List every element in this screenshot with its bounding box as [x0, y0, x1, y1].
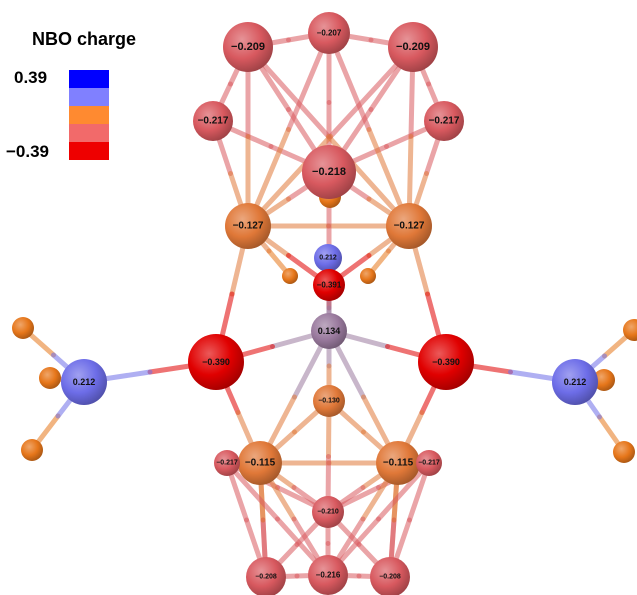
- atom-sphere: [312, 496, 344, 528]
- atom-layer: −0.209 −0.207 −0.209 −0.217 −0.217 −0.218 −0.1…: [12, 12, 637, 595]
- charge-label: 0.212: [73, 377, 96, 387]
- atom-sphere: [376, 441, 420, 485]
- charge-label: −0.390: [432, 357, 460, 367]
- atom-cage-carbon: −0.115: [238, 441, 282, 485]
- legend-min-label: −0.39: [6, 142, 50, 161]
- atom-sphere: [313, 385, 345, 417]
- legend-swatch-3: [69, 106, 109, 124]
- hydrogen-atom: [12, 317, 34, 339]
- atom-oxygen: −0.391: [313, 269, 345, 301]
- charge-label: −0.217: [429, 116, 460, 127]
- hydrogen-atom: [593, 369, 615, 391]
- atom-boron: −0.217: [214, 450, 240, 476]
- charge-label: −0.127: [394, 221, 425, 232]
- atom-metal: 0.134: [311, 313, 347, 349]
- charge-label: −0.127: [233, 221, 264, 232]
- atom-phosphorus: 0.212: [61, 359, 107, 405]
- atom-sphere: [552, 359, 598, 405]
- charge-label: −0.115: [383, 458, 414, 469]
- charge-label: −0.208: [379, 574, 401, 581]
- atom-sphere: [370, 557, 410, 595]
- nbo-charge-legend: NBO charge 0.39 −0.39: [0, 0, 160, 170]
- charge-label: −0.218: [312, 166, 346, 178]
- atom-sphere: [193, 101, 233, 141]
- atom-oxygen: −0.390: [188, 334, 244, 390]
- charge-label: −0.130: [318, 398, 340, 405]
- charge-label: −0.115: [245, 458, 276, 469]
- atom-sphere: [61, 359, 107, 405]
- atom-sphere: [313, 269, 345, 301]
- atom-boron: −0.208: [370, 557, 410, 595]
- atom-sphere: [314, 244, 342, 272]
- charge-label: −0.210: [317, 509, 339, 516]
- atom-sphere: [416, 450, 442, 476]
- atom-sphere: [214, 450, 240, 476]
- charge-label: −0.217: [216, 460, 238, 467]
- atom-sphere: [308, 12, 350, 54]
- atom-boron: −0.217: [424, 101, 464, 141]
- atom-sphere: [225, 203, 271, 249]
- atom-phosphorus: 0.212: [552, 359, 598, 405]
- charge-label: 0.212: [564, 377, 587, 387]
- legend-max-label: 0.39: [14, 68, 48, 87]
- legend-swatch-1: [69, 70, 109, 88]
- atom-boron: −0.216: [308, 555, 348, 595]
- atom-sphere: [311, 313, 347, 349]
- atom-boron: −0.209: [388, 22, 438, 72]
- legend-swatch-2: [69, 88, 109, 106]
- atom-sphere: [238, 441, 282, 485]
- charge-label: −0.217: [198, 116, 229, 127]
- charge-label: −0.391: [317, 281, 342, 290]
- legend-swatch-5: [69, 142, 109, 160]
- legend-swatch-4: [69, 124, 109, 142]
- atom-boron: −0.218: [302, 145, 356, 199]
- atom-phosphorus: 0.212: [314, 244, 342, 272]
- atom-boron: −0.209: [223, 22, 273, 72]
- charge-label: −0.208: [255, 574, 277, 581]
- atom-cage-carbon: −0.130: [313, 385, 345, 417]
- charge-label: −0.217: [418, 460, 440, 467]
- atom-sphere: [223, 22, 273, 72]
- atom-sphere: [308, 555, 348, 595]
- atom-boron: −0.208: [246, 557, 286, 595]
- charge-label: 0.212: [319, 255, 337, 262]
- atom-sphere: [418, 334, 474, 390]
- hydrogen-atom: [360, 268, 376, 284]
- charge-label: 0.134: [318, 326, 341, 336]
- charge-label: −0.207: [317, 29, 342, 38]
- atom-sphere: [388, 22, 438, 72]
- atom-oxygen: −0.390: [418, 334, 474, 390]
- legend-title: NBO charge: [32, 29, 137, 49]
- atom-cage-carbon: −0.115: [376, 441, 420, 485]
- atom-sphere: [386, 203, 432, 249]
- atom-sphere: [424, 101, 464, 141]
- hydrogen-atom: [623, 319, 637, 341]
- atom-boron: −0.217: [193, 101, 233, 141]
- atom-cage-carbon: −0.127: [225, 203, 271, 249]
- charge-label: −0.209: [231, 41, 265, 53]
- atom-boron: −0.207: [308, 12, 350, 54]
- hydrogen-atom: [39, 367, 61, 389]
- atom-sphere: [302, 145, 356, 199]
- atom-sphere: [188, 334, 244, 390]
- atom-cage-carbon: −0.127: [386, 203, 432, 249]
- atom-sphere: [246, 557, 286, 595]
- atom-boron: −0.210: [312, 496, 344, 528]
- hydrogen-atom: [21, 439, 43, 461]
- charge-label: −0.390: [202, 357, 230, 367]
- charge-label: −0.209: [396, 41, 430, 53]
- charge-label: −0.216: [316, 571, 341, 580]
- hydrogen-atom: [613, 441, 635, 463]
- atom-boron: −0.217: [416, 450, 442, 476]
- hydrogen-atom: [282, 268, 298, 284]
- bond-layer: [20, 30, 637, 580]
